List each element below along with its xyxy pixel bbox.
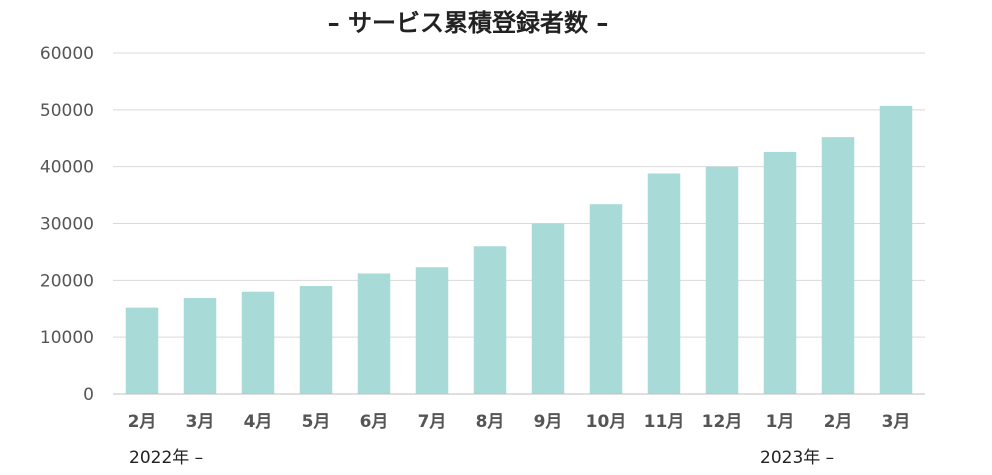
bars (125, 105, 913, 394)
y-axis-ticks: 0 10000 20000 30000 40000 50000 60000 (40, 44, 94, 405)
y-tick-label: 40000 (40, 158, 94, 178)
bar-14 (879, 105, 913, 394)
bar-9 (589, 204, 623, 394)
x-tick-label: 2月 (128, 412, 157, 432)
bar-5 (357, 273, 391, 394)
bar-3 (241, 291, 275, 394)
bar-12 (763, 151, 797, 394)
x-tick-label: 12月 (702, 412, 743, 432)
gridlines (113, 52, 925, 338)
bar-7 (473, 246, 507, 394)
x-tick-label: 9月 (534, 412, 563, 432)
bar-11 (705, 166, 739, 394)
bar-13 (821, 137, 855, 394)
y-tick-label: 0 (83, 385, 94, 405)
x-tick-label: 6月 (360, 412, 389, 432)
year-label-2022: 2022年 – (129, 448, 203, 468)
x-tick-label: 3月 (186, 412, 215, 432)
bar-4 (299, 286, 333, 394)
x-tick-label: 3月 (882, 412, 911, 432)
bar-10 (647, 173, 681, 394)
x-tick-label: 10月 (586, 412, 627, 432)
bar-2 (183, 297, 217, 394)
y-tick-label: 30000 (40, 215, 94, 235)
x-tick-label: 8月 (476, 412, 505, 432)
y-tick-label: 60000 (40, 44, 94, 64)
x-tick-label: 5月 (302, 412, 331, 432)
y-tick-label: 20000 (40, 271, 94, 291)
bar-8 (531, 223, 565, 394)
bar-6 (415, 267, 449, 394)
x-tick-label: 4月 (244, 412, 273, 432)
y-tick-label: 10000 (40, 328, 94, 348)
x-tick-label: 7月 (418, 412, 447, 432)
x-axis-ticks: 2月 3月 4月 5月 6月 7月 8月 9月 10月 11月 12月 1月 2月 3月 (128, 412, 911, 432)
x-tick-label: 1月 (766, 412, 795, 432)
y-tick-label: 50000 (40, 101, 94, 121)
x-tick-label: 2月 (824, 412, 853, 432)
year-label-2023: 2023年 – (760, 448, 834, 468)
chart-title: – サービス累積登録者数 – (328, 9, 609, 37)
x-tick-label: 11月 (644, 412, 685, 432)
bar-1 (125, 307, 159, 394)
